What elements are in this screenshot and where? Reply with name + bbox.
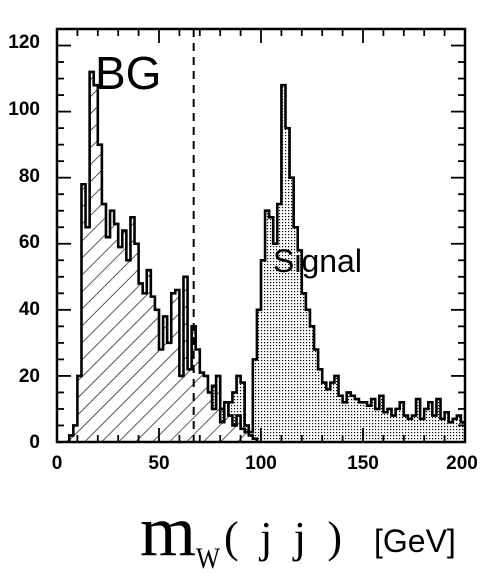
x-axis-label-variable: m: [140, 491, 196, 571]
y-tick-label: 80: [19, 166, 40, 187]
signal-bin: [485, 432, 489, 442]
y-tick-labels: 0 20 40 60 80 100 120: [8, 32, 40, 453]
x-axis-label-args: ( j j ): [224, 513, 342, 562]
y-tick-label: 60: [19, 232, 40, 253]
x-tick-labels: 0 50 100 150 200: [52, 453, 478, 474]
signal-fill: [73, 85, 465, 442]
x-tick-label: 0: [52, 453, 63, 474]
bg-fill: [65, 71, 261, 442]
axis-ticks: [56, 28, 466, 443]
x-axis-label-unit: [GeV]: [374, 523, 456, 559]
y-tick-label: 120: [8, 32, 40, 53]
signal-bin: [473, 425, 477, 442]
x-tick-label: 50: [148, 453, 169, 474]
y-tick-label: 0: [29, 432, 40, 453]
signal-bin: [477, 422, 481, 442]
x-tick-label: 100: [245, 453, 277, 474]
signal-bin: [481, 425, 485, 442]
bg-outline: [65, 70, 261, 442]
x-tick-label: 200: [446, 453, 478, 474]
y-tick-label: 100: [8, 99, 40, 120]
bg-annotation: BG: [95, 47, 161, 99]
y-tick-label: 20: [19, 366, 40, 387]
signal-annotation: Signal: [273, 243, 362, 279]
y-tick-label: 40: [19, 299, 40, 320]
signal-bin: [469, 429, 473, 442]
x-axis-label: m W ( j j ) [GeV]: [140, 491, 456, 575]
x-tick-label: 150: [347, 453, 379, 474]
background-histogram: [65, 70, 261, 442]
x-axis-label-subscript: W: [196, 542, 221, 575]
